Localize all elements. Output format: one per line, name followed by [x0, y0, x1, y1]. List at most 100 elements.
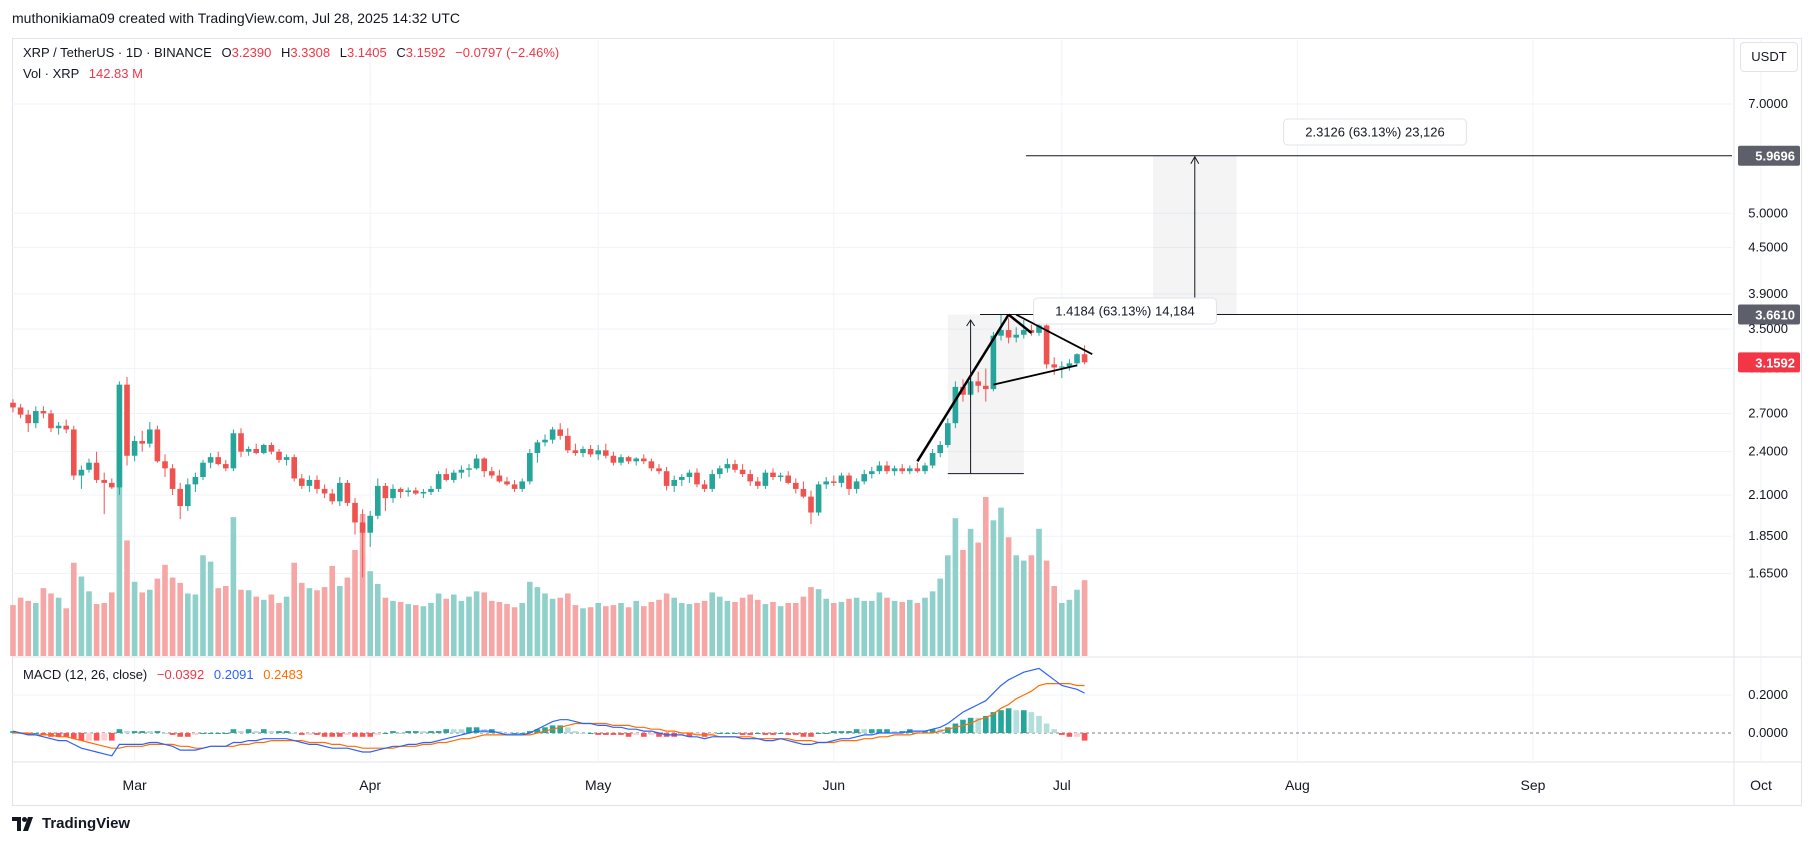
candle[interactable] — [245, 446, 252, 456]
candle[interactable] — [869, 466, 875, 479]
candle[interactable] — [717, 465, 723, 479]
candle[interactable] — [709, 469, 715, 492]
flagpole-return-line[interactable] — [1007, 313, 1033, 334]
candle[interactable] — [945, 418, 951, 448]
candle[interactable] — [557, 423, 563, 440]
candle[interactable] — [755, 477, 761, 489]
candle[interactable] — [185, 478, 191, 511]
candle[interactable] — [207, 453, 214, 469]
candle[interactable] — [762, 469, 769, 489]
candle[interactable] — [686, 469, 693, 483]
candle[interactable] — [1036, 322, 1042, 336]
symbol-name[interactable]: XRP / TetherUS · 1D · BINANCE — [23, 45, 212, 60]
candle[interactable] — [306, 475, 313, 492]
candle[interactable] — [610, 451, 617, 466]
candle[interactable] — [169, 464, 176, 496]
candle[interactable] — [276, 448, 282, 463]
candle[interactable] — [413, 487, 419, 496]
candle[interactable] — [359, 509, 366, 578]
candle[interactable] — [489, 466, 495, 479]
candle[interactable] — [48, 409, 54, 432]
candle[interactable] — [314, 475, 320, 494]
candle[interactable] — [724, 458, 731, 473]
candle[interactable] — [1021, 319, 1027, 339]
candle[interactable] — [1066, 359, 1073, 371]
candle[interactable] — [549, 426, 556, 444]
candle[interactable] — [86, 458, 92, 473]
candle[interactable] — [496, 469, 503, 483]
candle[interactable] — [109, 478, 115, 489]
candle[interactable] — [443, 468, 449, 482]
candle[interactable] — [891, 465, 898, 476]
candle[interactable] — [876, 461, 883, 475]
candle[interactable] — [565, 428, 571, 454]
candle[interactable] — [679, 474, 685, 486]
candle[interactable] — [899, 464, 905, 475]
candle[interactable] — [937, 441, 943, 458]
candle[interactable] — [747, 469, 753, 486]
candle[interactable] — [861, 469, 867, 485]
candle[interactable] — [815, 481, 822, 516]
candle[interactable] — [291, 454, 297, 482]
candle[interactable] — [1081, 345, 1088, 365]
currency-button[interactable]: USDT — [1740, 42, 1798, 72]
candle[interactable] — [663, 466, 670, 491]
macd-label[interactable]: MACD (12, 26, close) — [23, 667, 148, 682]
volume-label[interactable]: Vol · XRP — [23, 66, 80, 81]
candle[interactable] — [800, 481, 807, 499]
candle[interactable] — [329, 488, 335, 505]
candle[interactable] — [139, 430, 145, 452]
candle[interactable] — [192, 472, 199, 492]
candle[interactable] — [1013, 327, 1019, 343]
candle[interactable] — [770, 468, 776, 480]
candle[interactable] — [633, 457, 639, 466]
candle[interactable] — [625, 455, 632, 465]
candle[interactable] — [777, 472, 784, 482]
candle[interactable] — [321, 484, 328, 499]
candle[interactable] — [1051, 357, 1057, 375]
candle[interactable] — [25, 409, 31, 432]
candle[interactable] — [71, 425, 77, 480]
candle[interactable] — [793, 478, 799, 494]
candle[interactable] — [519, 478, 525, 492]
candle[interactable] — [458, 465, 465, 479]
candle[interactable] — [1074, 353, 1080, 367]
candle[interactable] — [223, 459, 229, 472]
candle[interactable] — [230, 429, 237, 472]
candle[interactable] — [390, 484, 396, 503]
candle[interactable] — [534, 439, 541, 463]
candle[interactable] — [739, 464, 746, 478]
candle[interactable] — [154, 425, 161, 463]
candle[interactable] — [572, 443, 579, 456]
candle[interactable] — [428, 485, 434, 496]
flagpole-line[interactable] — [916, 313, 1010, 462]
candle[interactable] — [238, 428, 244, 458]
candle[interactable] — [397, 487, 404, 499]
candle[interactable] — [367, 510, 373, 547]
candle[interactable] — [17, 403, 24, 419]
candle[interactable] — [838, 472, 845, 488]
candle[interactable] — [990, 331, 997, 392]
candle[interactable] — [215, 451, 221, 466]
candle[interactable] — [93, 451, 100, 483]
candle[interactable] — [268, 442, 275, 455]
candle[interactable] — [511, 479, 518, 492]
candle[interactable] — [344, 479, 351, 507]
pennant-upper-line[interactable] — [1015, 313, 1093, 356]
candle[interactable] — [929, 448, 936, 469]
candle[interactable] — [808, 490, 814, 525]
candle[interactable] — [435, 471, 442, 492]
candle[interactable] — [55, 421, 62, 435]
candle[interactable] — [261, 443, 267, 455]
candle[interactable] — [853, 478, 860, 494]
candle[interactable] — [177, 482, 183, 520]
candle[interactable] — [473, 454, 480, 470]
candle[interactable] — [101, 472, 107, 515]
candle[interactable] — [124, 377, 130, 466]
candle[interactable] — [283, 454, 290, 466]
candle[interactable] — [656, 464, 662, 475]
candle[interactable] — [1005, 318, 1012, 344]
candle[interactable] — [580, 446, 586, 458]
candle[interactable] — [352, 498, 358, 535]
